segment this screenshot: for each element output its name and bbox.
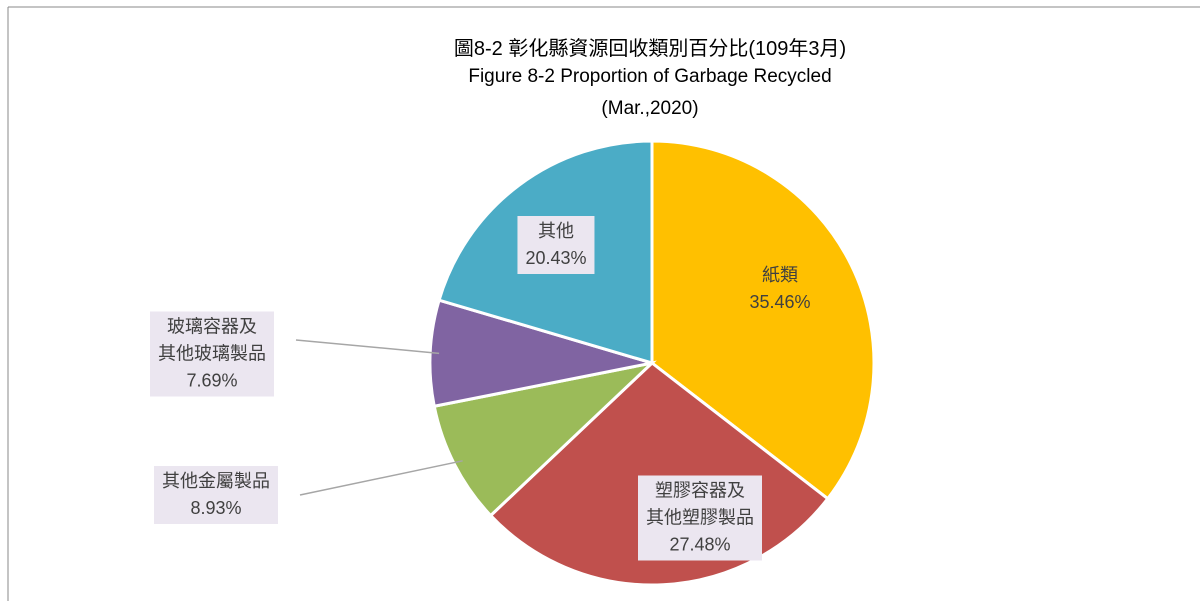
- category-label: 玻璃容器及 其他玻璃製品: [158, 316, 266, 364]
- pie-slice: [432, 360, 657, 518]
- value-label: 7.69%: [186, 370, 238, 391]
- category-label: 其他: [538, 221, 574, 241]
- data-label: 玻璃容器及 其他玻璃製品 7.69%: [150, 311, 274, 397]
- value-label: 8.93%: [190, 498, 242, 518]
- chart-subtitle: (Mar.,2020): [601, 98, 699, 119]
- value-label: 35.46%: [749, 292, 811, 312]
- value-label: 20.43%: [525, 248, 587, 268]
- pie-slice: [650, 139, 876, 501]
- category-label: 塑膠容器及 其他塑膠製品: [646, 480, 754, 528]
- data-label: 其他 20.43%: [517, 216, 595, 274]
- data-label: 塑膠容器及 其他塑膠製品 27.48%: [638, 475, 762, 561]
- leader-line: [295, 339, 440, 355]
- data-label: 其他金屬製品 8.93%: [154, 466, 278, 524]
- chart-title: 圖8-2 彰化縣資源回收類別百分比(109年3月): [453, 38, 847, 60]
- value-label: 27.48%: [669, 534, 731, 555]
- category-label: 其他金屬製品: [162, 471, 270, 491]
- data-label: 紙類 35.46%: [741, 260, 818, 318]
- leader-line: [299, 460, 463, 496]
- category-label: 紙類: [762, 265, 798, 285]
- chart-subtitle: Figure 8-2 Proportion of Garbage Recycle…: [468, 66, 832, 87]
